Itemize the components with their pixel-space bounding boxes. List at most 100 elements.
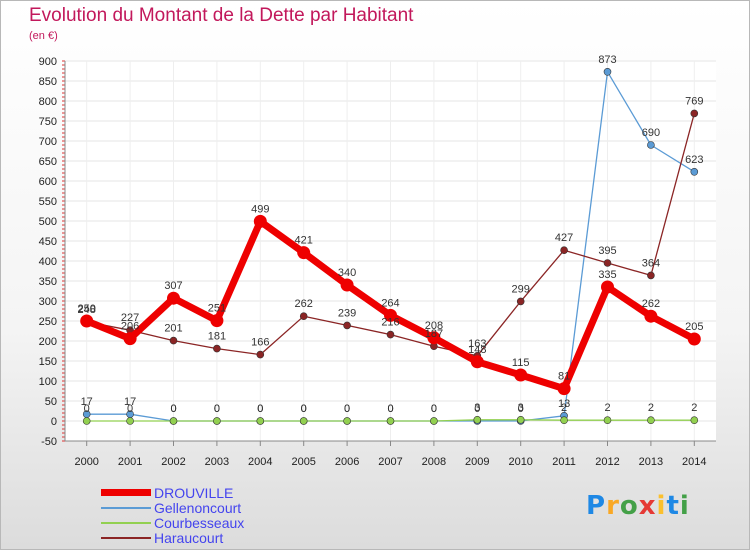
data-label: 0 [518, 403, 524, 415]
data-label: 248 [78, 304, 96, 316]
data-point [470, 355, 484, 369]
data-point [647, 416, 655, 425]
data-label: 81 [558, 371, 570, 383]
data-point [690, 168, 699, 176]
data-point [516, 415, 525, 424]
data-point [516, 297, 525, 306]
data-point [253, 214, 267, 228]
legend-swatch [101, 521, 151, 524]
y-tick-label: 650 [39, 156, 57, 168]
x-tick-label: 2010 [508, 456, 532, 468]
data-point [386, 417, 395, 425]
data-label: 0 [84, 403, 90, 415]
logo-letter: i [656, 491, 667, 521]
y-tick-label: 150 [39, 356, 57, 368]
data-label: 0 [127, 403, 133, 415]
data-point [169, 336, 178, 345]
data-label: 2 [604, 402, 610, 414]
data-label: 0 [170, 403, 176, 415]
data-label: 690 [642, 127, 660, 139]
data-point [603, 416, 612, 425]
legend-swatch [101, 506, 151, 509]
y-tick-label: 400 [39, 256, 57, 268]
y-tick-label: 200 [39, 336, 57, 348]
y-tick-label: 50 [45, 396, 57, 408]
data-point [123, 332, 137, 346]
y-tick-label: 100 [39, 376, 57, 388]
legend-swatch [101, 536, 151, 539]
y-tick-label: 850 [39, 76, 57, 88]
data-point [473, 415, 482, 424]
data-label: 299 [512, 283, 530, 295]
data-point [647, 141, 655, 149]
logo-letter: r [606, 491, 620, 521]
x-tick-label: 2000 [74, 456, 98, 468]
data-label: 0 [431, 403, 437, 415]
chart-title: Evolution du Montant de la Dette par Hab… [29, 5, 414, 26]
logo-letter: t [666, 491, 680, 521]
y-tick-label: 250 [39, 316, 57, 328]
x-tick-label: 2011 [552, 456, 576, 468]
data-point [427, 331, 441, 345]
legend-item: Gellenoncourt [101, 500, 244, 515]
data-label: 364 [642, 257, 660, 269]
data-label: 262 [642, 298, 660, 310]
data-label: 873 [598, 54, 616, 66]
data-label: 187 [425, 328, 443, 340]
data-label: 0 [214, 403, 220, 415]
data-label: 3 [474, 402, 480, 414]
x-tick-label: 2005 [291, 456, 315, 468]
logo-letter: x [638, 491, 657, 521]
data-point [343, 417, 351, 425]
data-point [603, 68, 612, 76]
data-label: 427 [555, 232, 573, 244]
data-label: 163 [468, 338, 486, 350]
data-point [343, 321, 351, 330]
logo-letter: i [679, 491, 690, 521]
x-tick-label: 2014 [682, 456, 706, 468]
y-tick-label: 450 [39, 236, 57, 248]
data-label: 623 [685, 154, 703, 166]
data-point [256, 417, 265, 425]
data-label: 0 [474, 403, 480, 415]
data-point [690, 416, 699, 425]
data-label: 2 [561, 402, 567, 414]
data-label: 499 [251, 203, 269, 215]
data-point [299, 417, 308, 425]
data-label: 0 [387, 403, 393, 415]
data-label: 181 [208, 331, 226, 343]
data-point [514, 368, 528, 382]
x-tick-label: 2008 [422, 456, 446, 468]
x-tick-label: 2001 [118, 456, 142, 468]
data-point [82, 417, 91, 425]
data-point [560, 246, 568, 254]
data-label: 0 [257, 403, 263, 415]
data-label: 2 [691, 402, 697, 414]
data-label: 0 [170, 403, 176, 415]
y-tick-label: 600 [39, 176, 57, 188]
data-point [690, 109, 699, 118]
data-label: 227 [121, 312, 139, 324]
data-point [297, 246, 311, 260]
proxiti-logo: Proxiti [586, 491, 690, 521]
data-point [430, 417, 438, 425]
data-point [644, 309, 658, 323]
data-label: 0 [387, 403, 393, 415]
x-tick-label: 2013 [639, 456, 663, 468]
data-label: 769 [685, 95, 703, 107]
data-label: 166 [251, 337, 269, 349]
y-tick-label: 0 [51, 416, 57, 428]
data-label: 208 [425, 320, 443, 332]
y-tick-label: 750 [39, 116, 57, 128]
data-label: 3 [518, 402, 524, 414]
y-tick-label: 500 [39, 216, 57, 228]
data-label: 335 [598, 269, 616, 281]
data-label: 17 [124, 396, 136, 408]
data-label: 307 [164, 280, 182, 292]
data-point [557, 382, 571, 396]
data-label: 395 [598, 245, 616, 257]
data-label: 262 [295, 298, 313, 310]
data-point [126, 417, 134, 425]
legend-label: Gellenoncourt [154, 499, 242, 516]
data-label: 17 [81, 396, 93, 408]
